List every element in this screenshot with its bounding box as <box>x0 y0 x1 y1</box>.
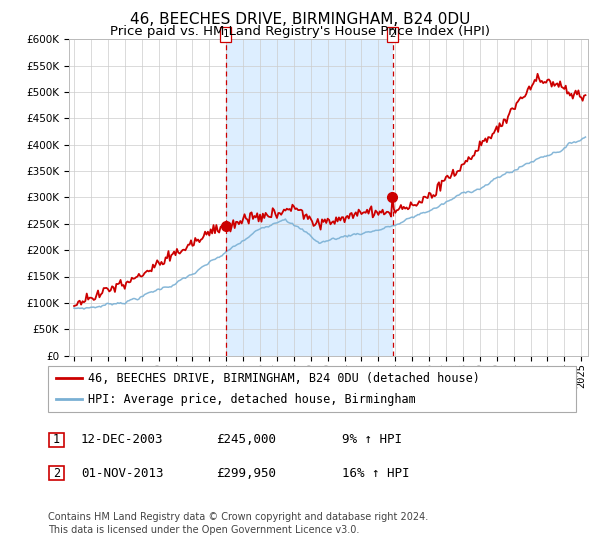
Text: 2: 2 <box>53 466 60 480</box>
Text: 1: 1 <box>53 433 60 446</box>
Bar <box>226 39 392 356</box>
Text: This data is licensed under the Open Government Licence v3.0.: This data is licensed under the Open Gov… <box>48 525 359 535</box>
Text: Price paid vs. HM Land Registry's House Price Index (HPI): Price paid vs. HM Land Registry's House … <box>110 25 490 38</box>
Text: 16% ↑ HPI: 16% ↑ HPI <box>342 466 409 480</box>
Text: Contains HM Land Registry data © Crown copyright and database right 2024.: Contains HM Land Registry data © Crown c… <box>48 512 428 522</box>
Text: 1: 1 <box>223 29 229 39</box>
FancyBboxPatch shape <box>49 432 64 447</box>
Text: £299,950: £299,950 <box>216 466 276 480</box>
FancyBboxPatch shape <box>49 466 64 480</box>
Text: 46, BEECHES DRIVE, BIRMINGHAM, B24 0DU (detached house): 46, BEECHES DRIVE, BIRMINGHAM, B24 0DU (… <box>88 372 479 385</box>
Text: 46, BEECHES DRIVE, BIRMINGHAM, B24 0DU: 46, BEECHES DRIVE, BIRMINGHAM, B24 0DU <box>130 12 470 27</box>
FancyBboxPatch shape <box>48 366 576 412</box>
Text: 2: 2 <box>389 29 395 39</box>
Text: 01-NOV-2013: 01-NOV-2013 <box>81 466 163 480</box>
Text: HPI: Average price, detached house, Birmingham: HPI: Average price, detached house, Birm… <box>88 393 415 405</box>
Text: 9% ↑ HPI: 9% ↑ HPI <box>342 433 402 446</box>
Text: £245,000: £245,000 <box>216 433 276 446</box>
Text: 12-DEC-2003: 12-DEC-2003 <box>81 433 163 446</box>
